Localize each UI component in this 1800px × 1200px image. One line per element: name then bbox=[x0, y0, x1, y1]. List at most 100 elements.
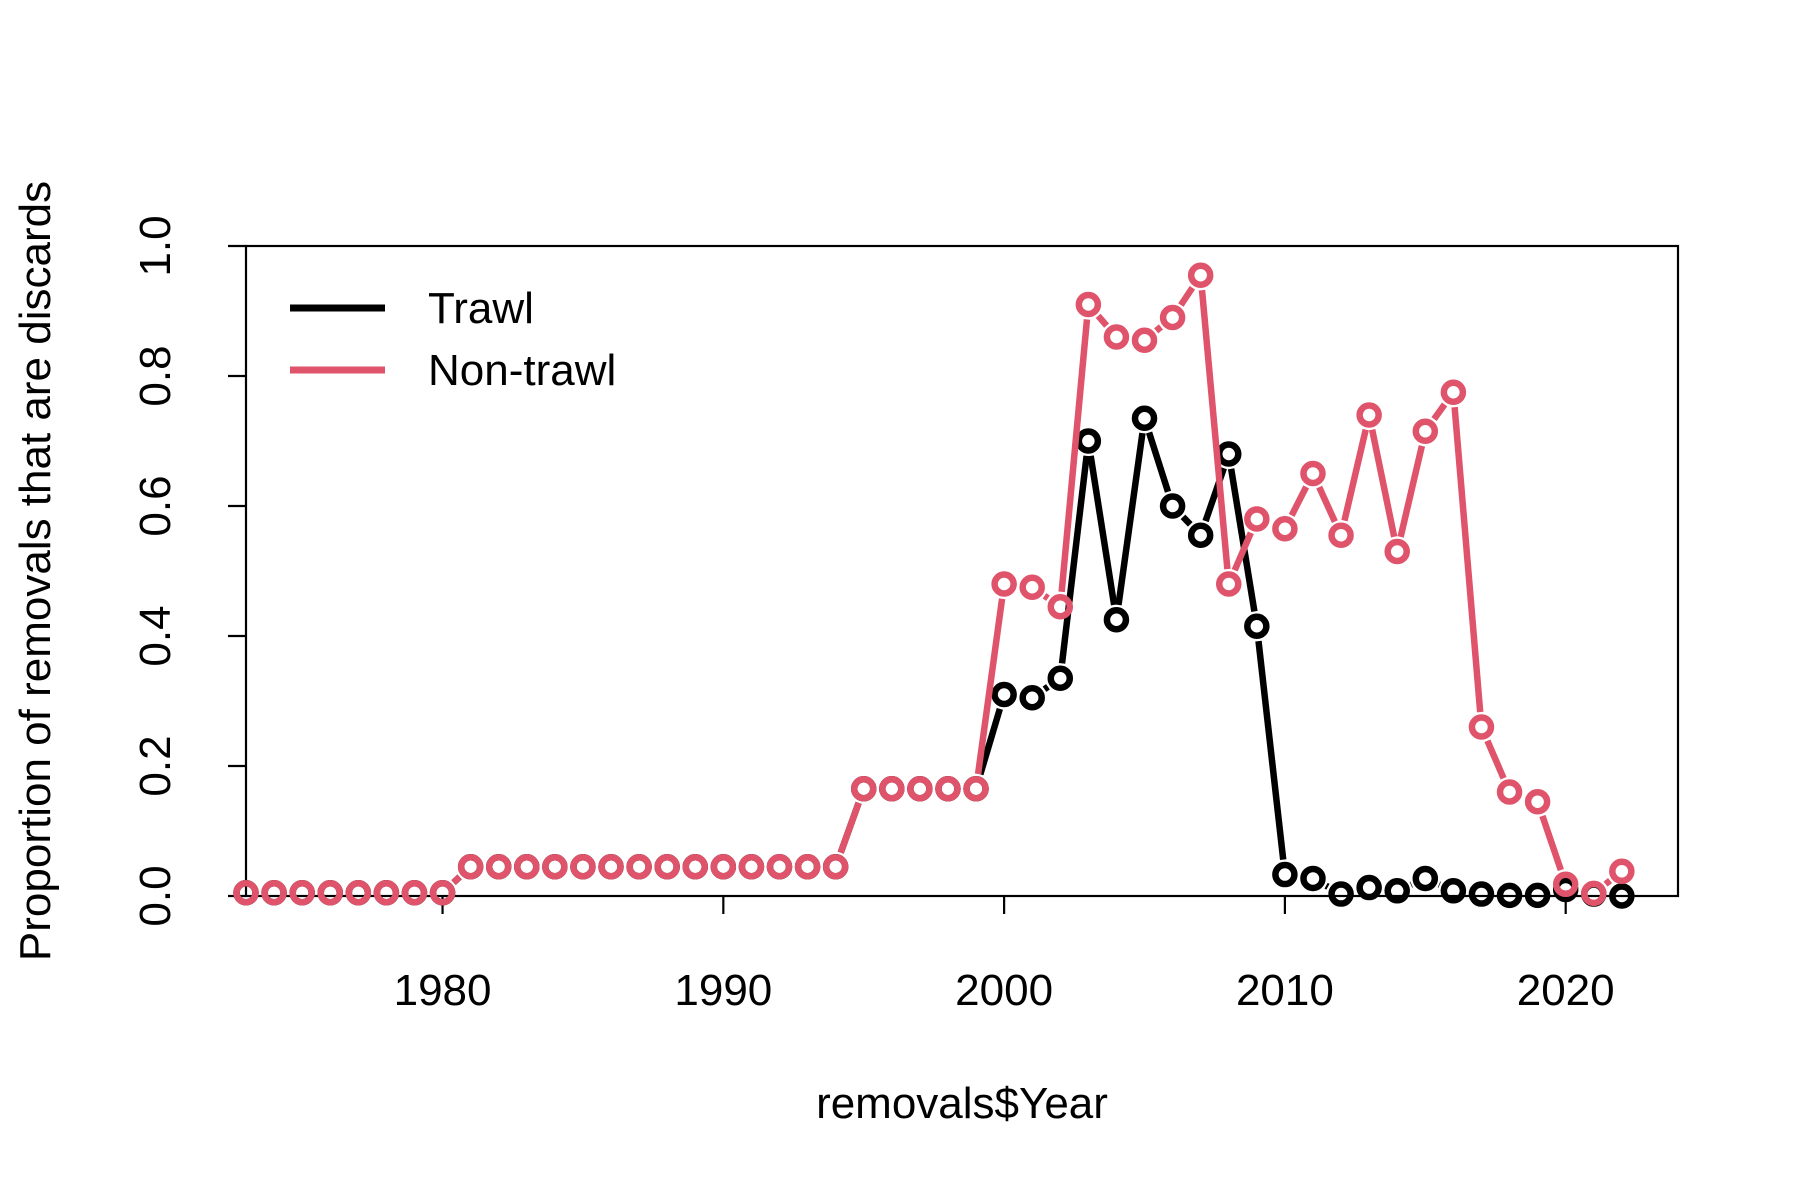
series-segment bbox=[1324, 882, 1330, 890]
data-point bbox=[1328, 522, 1354, 548]
series-segment bbox=[1180, 514, 1193, 527]
data-point bbox=[1356, 874, 1382, 901]
data-point bbox=[514, 854, 540, 880]
x-tick-label: 2010 bbox=[1236, 966, 1334, 1015]
data-point bbox=[1215, 571, 1242, 597]
data-point bbox=[1075, 291, 1102, 318]
x-tick-label: 1990 bbox=[674, 966, 772, 1015]
data-point bbox=[1244, 613, 1270, 639]
y-axis: 0.0 0.2 0.4 0.6 0.8 1.0 bbox=[131, 215, 246, 927]
data-point bbox=[1609, 858, 1635, 885]
data-point bbox=[794, 854, 821, 880]
series-segment bbox=[1341, 428, 1369, 522]
series-segment bbox=[1484, 739, 1507, 780]
data-point bbox=[317, 880, 343, 906]
data-point bbox=[233, 880, 259, 906]
x-tick-label: 2000 bbox=[955, 966, 1053, 1015]
data-point bbox=[1384, 538, 1410, 565]
y-tick-label: 0.8 bbox=[131, 345, 180, 406]
data-point bbox=[710, 854, 737, 880]
series-segment bbox=[1058, 455, 1090, 664]
data-point bbox=[1440, 878, 1467, 904]
series-segment bbox=[1397, 445, 1426, 538]
series-segment bbox=[1145, 431, 1172, 493]
series-segment bbox=[1231, 531, 1254, 572]
data-point bbox=[570, 854, 596, 880]
data-point bbox=[738, 854, 765, 880]
data-point bbox=[991, 681, 1017, 708]
series-segment bbox=[1288, 485, 1310, 517]
data-point bbox=[1524, 882, 1551, 909]
data-point bbox=[1300, 865, 1326, 892]
data-point bbox=[935, 776, 961, 802]
x-axis-label: removals$Year bbox=[816, 1079, 1108, 1128]
data-point bbox=[907, 776, 933, 802]
data-point bbox=[963, 776, 989, 802]
series-segment bbox=[1042, 684, 1050, 692]
series-non-trawl bbox=[233, 262, 1635, 907]
data-point bbox=[1524, 789, 1551, 815]
series-segment bbox=[451, 874, 462, 885]
data-point bbox=[1159, 493, 1186, 519]
series-segment bbox=[1058, 319, 1091, 593]
data-point bbox=[1187, 262, 1214, 288]
series-segment bbox=[1178, 285, 1196, 307]
series-segment bbox=[974, 598, 1006, 775]
series-segment bbox=[1227, 468, 1258, 612]
plot-frame bbox=[244, 244, 1680, 898]
data-point bbox=[1552, 871, 1579, 898]
data-point bbox=[1496, 882, 1523, 909]
series-segment bbox=[1316, 485, 1338, 523]
data-point bbox=[682, 854, 709, 880]
series-segment bbox=[1255, 640, 1287, 861]
series-segment bbox=[1368, 429, 1398, 538]
data-point bbox=[1412, 865, 1439, 892]
series-segment bbox=[837, 801, 862, 854]
data-point bbox=[485, 854, 512, 880]
data-point bbox=[1468, 881, 1495, 907]
data-point bbox=[1047, 665, 1074, 691]
data-point bbox=[626, 854, 652, 880]
data-point bbox=[1019, 685, 1045, 711]
y-tick-label: 0.6 bbox=[131, 475, 180, 536]
data-point bbox=[654, 854, 680, 880]
data-point bbox=[766, 854, 793, 880]
data-point bbox=[1496, 779, 1523, 805]
y-axis-label: Proportion of removals that are discards bbox=[11, 181, 60, 961]
data-point bbox=[850, 776, 877, 802]
data-point bbox=[1440, 379, 1467, 405]
data-point bbox=[1103, 607, 1130, 633]
y-tick-label: 0.4 bbox=[131, 605, 180, 666]
series-segment bbox=[1115, 432, 1146, 606]
series-segment bbox=[1154, 324, 1163, 334]
series-segment bbox=[977, 707, 1003, 776]
series-segment bbox=[1095, 313, 1110, 328]
series-segment bbox=[1087, 455, 1118, 606]
x-tick-label: 1980 bbox=[394, 966, 492, 1015]
data-point bbox=[1468, 714, 1495, 740]
data-point bbox=[822, 854, 849, 880]
data-point bbox=[1272, 516, 1298, 542]
data-point bbox=[1581, 880, 1607, 907]
data-point bbox=[373, 880, 400, 906]
series-segment bbox=[1431, 402, 1448, 421]
data-point bbox=[1131, 327, 1158, 353]
data-point bbox=[289, 880, 315, 906]
data-point bbox=[1103, 324, 1130, 350]
y-tick-label: 0.0 bbox=[131, 865, 180, 926]
data-point bbox=[1609, 883, 1635, 909]
data-point bbox=[261, 880, 287, 906]
data-point bbox=[1356, 402, 1382, 428]
data-point bbox=[1300, 460, 1326, 487]
data-point bbox=[1244, 506, 1270, 532]
data-point bbox=[1159, 304, 1186, 331]
data-point bbox=[1131, 405, 1158, 431]
data-point bbox=[1384, 878, 1410, 904]
data-point bbox=[1047, 594, 1074, 620]
data-point bbox=[1328, 881, 1354, 907]
data-point bbox=[1187, 522, 1214, 548]
y-tick-label: 1.0 bbox=[131, 215, 180, 276]
data-point bbox=[429, 880, 456, 906]
